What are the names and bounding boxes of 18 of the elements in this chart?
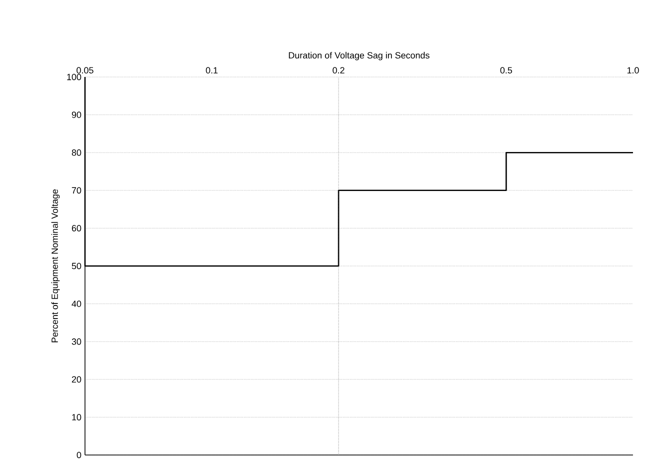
y-tick-label: 40 (72, 300, 82, 307)
y-tick-label: 20 (72, 376, 82, 383)
y-tick-label: 80 (72, 149, 82, 156)
x-tick-label: 0.05 (76, 67, 94, 74)
y-tick-label: 60 (72, 225, 82, 232)
y-tick-label: 70 (72, 187, 82, 194)
y-tick-label: 30 (72, 338, 82, 345)
x-tick-label: 0.5 (500, 67, 512, 74)
x-axis-title: Duration of Voltage Sag in Seconds (288, 52, 430, 60)
x-tick-label: 0.2 (332, 67, 344, 74)
y-tick-label: 50 (72, 262, 82, 270)
y-axis-title: Percent of Equipment Nominal Voltage (51, 189, 60, 342)
x-tick-label: 1.0 (627, 67, 639, 74)
x-tick-label: 0.1 (206, 67, 218, 74)
y-tick-label: 10 (72, 414, 82, 420)
y-tick-label: 100 (67, 74, 82, 80)
y-tick-label: 0 (76, 452, 82, 458)
y-tick-label: 90 (72, 112, 82, 118)
